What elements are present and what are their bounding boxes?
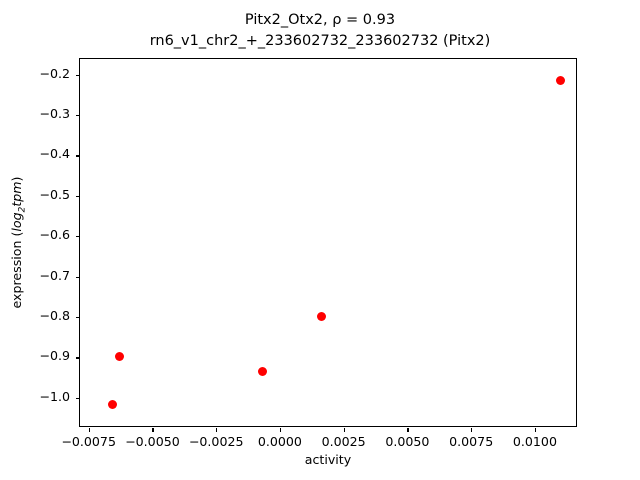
x-axis-tick [152, 428, 154, 432]
x-axis-tick [279, 428, 282, 432]
chart-title-line2: rn6_v1_chr2_+_233602732_233602732 (Pitx2… [149, 33, 491, 49]
x-axis-tick-label: 0.0100 [512, 434, 557, 449]
x-axis-tick-label: 0.0025 [321, 434, 366, 449]
x-axis-tick [343, 428, 345, 432]
chart-title-line1: Pitx2_Otx2, ρ = 0.93 [244, 12, 396, 28]
plot-data-area [80, 59, 576, 426]
x-axis-tick-label: −0.0025 [188, 434, 244, 449]
data-point [108, 399, 118, 409]
y-axis-tick-label: −0.4 [39, 146, 70, 162]
x-axis-tick [88, 428, 90, 432]
y-axis-tick [76, 236, 80, 238]
y-axis-tick [76, 195, 80, 198]
x-axis-tick-label: 0.0075 [449, 434, 494, 449]
y-axis-tick-label: −0.5 [39, 186, 70, 202]
y-axis-tick [76, 316, 80, 319]
chart-title-block: Pitx2_Otx2, ρ = 0.93 rn6_v1_chr2_+_23360… [0, 10, 640, 52]
x-axis-tick [216, 428, 218, 432]
x-axis-tick-label: −0.0075 [61, 434, 116, 449]
y-axis-tick-label: −0.9 [39, 348, 70, 364]
y-axis-tick [76, 276, 80, 278]
y-axis-tick [76, 155, 80, 157]
y-axis-tick [76, 74, 80, 77]
y-axis-label: expression (log2tpm) [9, 58, 28, 427]
y-axis-tick-label: −0.8 [39, 307, 70, 323]
data-point [556, 76, 566, 86]
data-point [115, 351, 125, 361]
x-axis-tick [534, 428, 537, 432]
y-axis-label-prefix: expression ( [9, 231, 24, 309]
y-axis-tick-label: −0.6 [39, 227, 70, 243]
plot-axes: −0.0075 −0.0050 −0.0025 0.0000 0.0025 0.0050 0… [39, 58, 577, 449]
y-axis-label-suffix: ) [9, 176, 24, 182]
y-axis-tick-label: −1.0 [39, 388, 70, 404]
y-axis-tick-label: −0.3 [39, 106, 70, 122]
y-axis-tick [76, 397, 80, 399]
x-axis-tick-label: 0.0050 [385, 434, 430, 449]
y-axis-tick-label: −0.7 [39, 267, 70, 283]
y-axis-tick-label: −0.2 [39, 65, 70, 81]
data-point [317, 311, 327, 321]
data-point [257, 366, 267, 376]
y-axis-tick [76, 115, 80, 117]
y-axis-tick [76, 357, 80, 359]
y-axis-label-log: log [9, 212, 24, 232]
x-axis-tick-label: 0.0000 [257, 434, 302, 449]
y-axis-label-sub: 2 [17, 206, 28, 213]
x-axis-tick [471, 428, 473, 432]
x-axis-label: activity [304, 452, 352, 467]
x-axis-tick-label: −0.0050 [125, 434, 180, 449]
y-axis-label-tpm: tpm [9, 181, 24, 207]
x-axis-tick [407, 428, 409, 432]
